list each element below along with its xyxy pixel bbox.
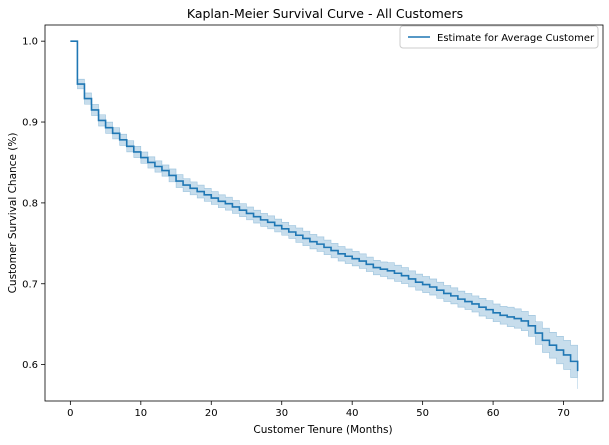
- x-tick-label: 30: [275, 408, 288, 419]
- legend-entry-label: Estimate for Average Customer: [437, 33, 595, 44]
- y-tick-label: 1.0: [22, 37, 38, 48]
- x-axis-label: Customer Tenure (Months): [253, 424, 392, 436]
- y-axis-label: Customer Survival Chance (%): [7, 133, 19, 294]
- chart-title: Kaplan-Meier Survival Curve - All Custom…: [187, 6, 463, 21]
- legend-box: [399, 25, 599, 49]
- plot-layer: [70, 40, 579, 389]
- axes-frame: [44, 24, 604, 402]
- y-tick-label: 0.6: [22, 360, 38, 371]
- x-tick-label: 0: [67, 408, 73, 419]
- x-tick-label: 40: [346, 408, 359, 419]
- y-tick-label: 0.9: [22, 118, 38, 129]
- x-tick-label: 70: [557, 408, 570, 419]
- y-tick-label: 0.7: [22, 279, 38, 290]
- x-tick-label: 60: [487, 408, 500, 419]
- x-tick-label: 20: [205, 408, 218, 419]
- x-tick-label: 10: [134, 408, 147, 419]
- survival-line-0: [70, 40, 579, 372]
- x-tick-label: 50: [416, 408, 429, 419]
- legend: Estimate for Average Customer: [399, 25, 599, 49]
- axes-layer: 0 10 20 30 40 50 60 70 0.6 0.7 0.8 0.9 1.0: [22, 24, 604, 419]
- y-tick-label: 0.8: [22, 198, 38, 209]
